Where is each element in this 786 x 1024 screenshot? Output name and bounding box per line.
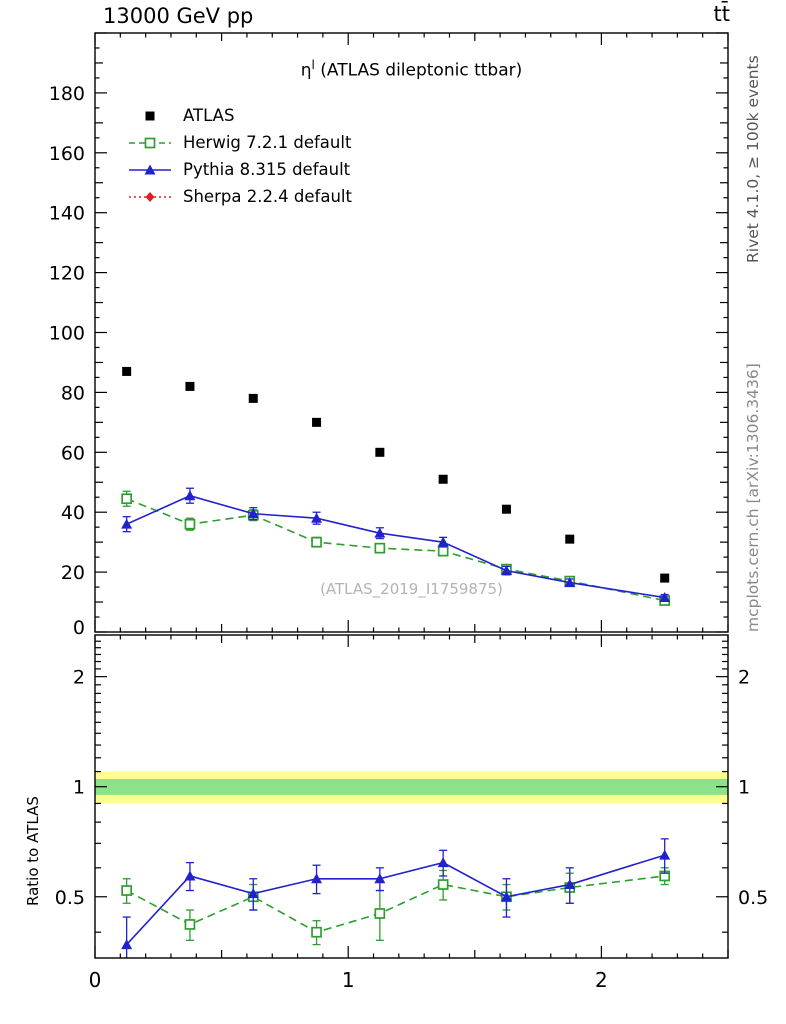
data-point [375, 447, 385, 457]
data-point [121, 939, 133, 950]
axis-ticks [94, 32, 729, 958]
data-point [184, 518, 196, 530]
observable-description: (ATLAS dileptonic ttbar) [314, 60, 523, 81]
y-tick-label: 160 [49, 143, 85, 165]
series-line [126, 875, 665, 934]
data-point [145, 111, 155, 120]
ratio-tick-label-left: 0.5 [55, 887, 85, 909]
data-point [500, 565, 512, 576]
data-point [121, 885, 133, 896]
observable-title: ηl (ATLAS dileptonic ttbar) [95, 58, 728, 81]
data-point [311, 536, 322, 548]
data-point [564, 879, 576, 890]
data-point [374, 542, 386, 554]
panel-frame [94, 634, 729, 959]
data-point [659, 849, 671, 860]
y-tick-label: 80 [61, 382, 85, 404]
uncertainty-band [95, 778, 728, 795]
series-line [126, 854, 665, 946]
data-point [144, 164, 156, 174]
y-tick-label: 60 [61, 442, 85, 464]
data-point [312, 417, 322, 427]
data-point [184, 919, 196, 930]
process-label: tt̄ [713, 2, 730, 26]
data-point [122, 366, 132, 376]
legend-label: Pythia 8.315 default [183, 160, 351, 179]
data-point [121, 518, 133, 529]
x-tick-label: 0 [89, 968, 102, 992]
data-point [248, 393, 258, 403]
y-tick-label: 120 [49, 263, 85, 285]
observable-symbol: η [300, 60, 312, 81]
data-point [247, 508, 259, 519]
legend-item: Pythia 8.315 default [127, 156, 352, 183]
analysis-watermark: (ATLAS_2019_I1759875) [320, 580, 503, 598]
ratio-tick-label-left: 1 [73, 777, 85, 799]
data-point [500, 891, 512, 902]
y-tick-label: 180 [49, 83, 85, 105]
main-series [121, 366, 671, 606]
legend-item: ATLAS [127, 102, 352, 129]
data-point [565, 534, 575, 544]
ratio-uncertainty-bands [95, 771, 728, 804]
data-point [311, 873, 323, 884]
x-tick-label: 1 [342, 968, 355, 992]
data-point [144, 137, 156, 148]
beam-energy-label: 13000 GeV pp [103, 4, 254, 28]
ratio-series [121, 838, 671, 958]
y-tick-label: 40 [61, 502, 85, 524]
data-point [374, 527, 386, 538]
data-point [437, 857, 449, 868]
data-point [437, 545, 449, 557]
legend-label: ATLAS [183, 106, 235, 125]
legend: ATLAS Herwig 7.2.1 default Pythia 8.315 de… [127, 102, 352, 210]
data-point [437, 536, 449, 547]
y-tick-label: 0 [73, 617, 85, 639]
legend-item: Herwig 7.2.1 default [127, 129, 352, 156]
data-point [185, 381, 195, 391]
legend-marker-square-filled [145, 111, 155, 120]
data-point [145, 191, 155, 202]
y-tick-label: 20 [61, 562, 85, 584]
ratio-tick-label-right: 0.5 [738, 887, 768, 909]
data-point [564, 577, 576, 588]
legend-label: Herwig 7.2.1 default [183, 133, 352, 152]
legend-marker-square-open [129, 137, 171, 148]
data-point [437, 879, 449, 890]
legend-item: Sherpa 2.2.4 default [127, 183, 352, 210]
y-tick-label: 100 [49, 323, 85, 345]
data-point [121, 493, 133, 505]
data-point [184, 870, 196, 881]
data-point [659, 592, 671, 603]
data-point [247, 888, 259, 899]
data-point [374, 908, 386, 919]
rivet-version-label: Rivet 4.1.0, ≥ 100k events [744, 55, 762, 263]
ratio-tick-label-right: 1 [738, 777, 750, 799]
ratio-axis-label: Ratio to ATLAS [24, 796, 42, 906]
mcplots-credit-label: mcplots.cern.ch [arXiv:1306.3436] [744, 363, 762, 632]
data-point [501, 504, 511, 514]
legend-label: Sherpa 2.2.4 default [183, 187, 352, 206]
data-point [374, 873, 386, 884]
data-point [311, 512, 323, 523]
ratio-tick-label-left: 2 [73, 667, 85, 689]
observable-superscript: l [311, 58, 315, 72]
data-point [438, 474, 448, 484]
data-point [184, 490, 196, 501]
data-point [311, 926, 322, 938]
legend-marker-triangle-filled [129, 164, 171, 174]
x-tick-label: 2 [595, 968, 608, 992]
data-point [660, 573, 670, 583]
y-tick-label: 140 [49, 203, 85, 225]
ratio-tick-label-right: 2 [738, 667, 750, 689]
legend-marker-diamond-filled [129, 191, 171, 202]
